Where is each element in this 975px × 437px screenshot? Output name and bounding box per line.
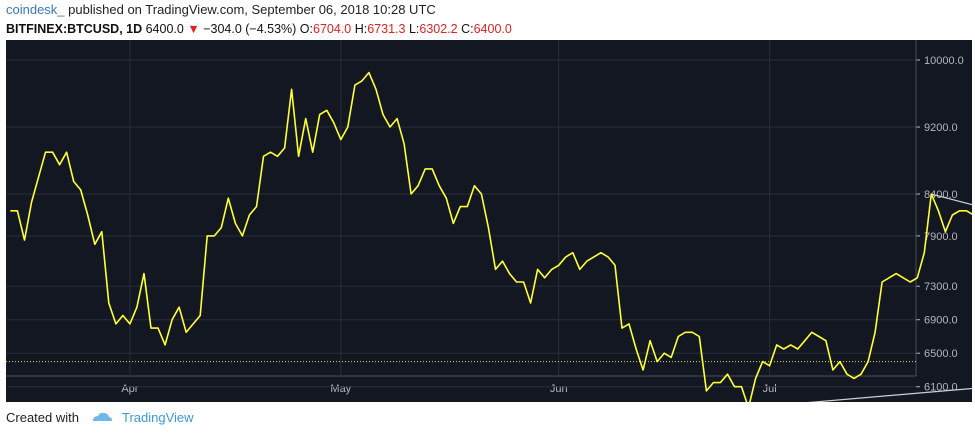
created-with-text: Created with	[6, 410, 79, 425]
x-tick-label: Apr	[121, 383, 138, 395]
y-tick-label: 9200.0	[924, 122, 958, 134]
price-change: −304.0 (−4.53%)	[203, 22, 297, 36]
x-tick-label: Jul	[763, 383, 777, 395]
close-label: C:	[461, 22, 474, 36]
y-tick-label: 7900.0	[924, 231, 958, 243]
high-label: H:	[354, 22, 368, 36]
close-value: 6400.0	[473, 22, 512, 36]
chart-area[interactable]: AprMayJunJulAugSep10000.09200.08400.0790…	[6, 40, 972, 402]
y-tick-label: 7300.0	[924, 281, 958, 293]
y-tick-label: 6500.0	[924, 348, 958, 360]
x-tick-label: Jun	[550, 383, 568, 395]
footer: Created with TradingView	[6, 410, 194, 430]
y-tick-label: 6900.0	[924, 315, 958, 327]
last-price: 6400.0	[145, 22, 184, 36]
chart-background	[6, 40, 972, 402]
publish-info: coindesk_ published on TradingView.com, …	[6, 2, 436, 17]
low-label: L:	[408, 22, 420, 36]
high-value: 6731.3	[367, 22, 406, 36]
low-value: 6302.2	[419, 22, 458, 36]
tradingview-cloud-icon	[91, 411, 113, 426]
down-triangle-icon: ▼	[187, 22, 200, 36]
price-chart[interactable]: AprMayJunJulAugSep10000.09200.08400.0790…	[6, 40, 972, 402]
symbol-label: BITFINEX:BTCUSD, 1D	[6, 22, 143, 36]
open-label: O:	[299, 22, 313, 36]
published-text: published on TradingView.com, September …	[68, 2, 436, 17]
x-tick-label: May	[330, 383, 351, 395]
author-link[interactable]: coindesk_	[6, 2, 65, 17]
open-value: 6704.0	[313, 22, 352, 36]
pennant-trendline	[807, 387, 972, 402]
tradingview-link[interactable]: TradingView	[122, 410, 194, 425]
price-series-line	[10, 71, 972, 402]
y-tick-label: 10000.0	[924, 55, 964, 67]
symbol-info: BITFINEX:BTCUSD, 1D 6400.0 ▼ −304.0 (−4.…	[6, 22, 512, 36]
chart-header: coindesk_ published on TradingView.com, …	[6, 0, 966, 40]
